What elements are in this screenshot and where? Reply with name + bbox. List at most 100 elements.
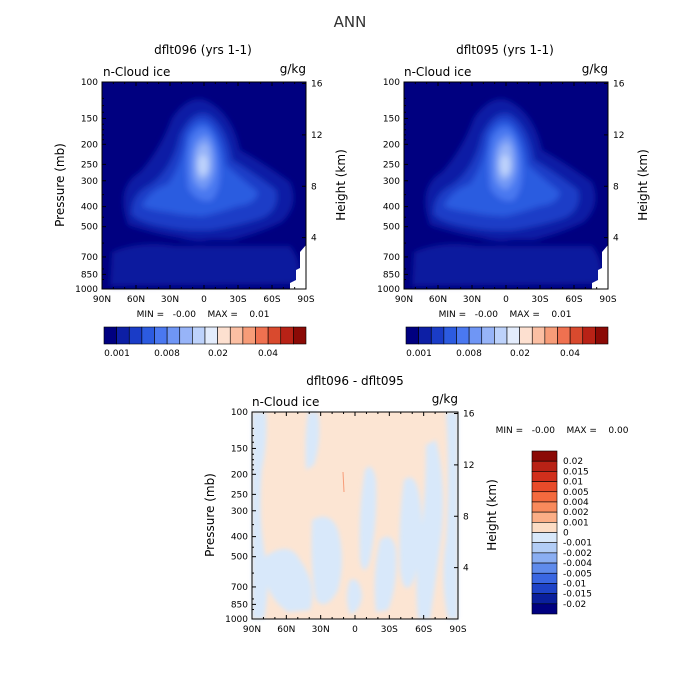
y-tick-label: 850 (81, 270, 98, 280)
y-tick-label: 400 (231, 533, 248, 543)
y-tick-label: 250 (81, 160, 98, 170)
colorbar-label: -0.001 (563, 539, 592, 549)
contour-field (102, 82, 306, 289)
colorbar-swatch (179, 326, 193, 345)
x-tick-label: 30S (531, 295, 548, 305)
colorbar-swatch (531, 511, 558, 523)
contour-line (342, 471, 345, 493)
y-tick-label: 100 (231, 408, 248, 418)
colorbar-swatch (531, 491, 558, 503)
y-tick-label: 250 (383, 160, 400, 170)
y-tick-label: 1000 (377, 285, 400, 295)
colorbar-swatch (557, 326, 571, 345)
colorbar-swatch (267, 326, 282, 345)
x-tick-label: 90N (243, 625, 261, 635)
colorbar-label: 0.002 (563, 508, 589, 518)
x-tick-label: 30S (229, 295, 246, 305)
colorbar-swatch (405, 326, 419, 345)
negative-region (252, 412, 268, 619)
height-tick-label: 12 (613, 131, 624, 141)
colorbar-label: 0 (563, 529, 569, 539)
x-tick-label: 90N (395, 295, 413, 305)
units-label: g/kg (280, 62, 306, 76)
height-tick-label: 4 (311, 234, 317, 244)
colorbar-swatch (430, 326, 445, 345)
colorbar-label: 0.008 (456, 349, 482, 359)
main-title: ANN (334, 13, 367, 31)
y-axis-title: Pressure (mb) (53, 143, 67, 227)
colorbar-label: -0.015 (563, 590, 592, 600)
colorbar-swatch (242, 326, 256, 345)
x-tick-label: 30N (161, 295, 179, 305)
y-tick-label: 700 (231, 583, 248, 593)
height-tick-label: 8 (311, 182, 317, 192)
colorbar-label: -0.02 (563, 600, 586, 610)
colorbar-swatch (204, 326, 218, 345)
colorbar-swatch (531, 460, 558, 472)
y-tick-label: 150 (231, 444, 248, 454)
y-tick-label: 100 (81, 78, 98, 88)
contour-field (252, 412, 458, 619)
y-tick-label: 500 (81, 223, 98, 233)
colorbar-label: 0.001 (104, 349, 130, 359)
y-tick-label: 700 (383, 253, 400, 263)
x-tick-label: 0 (503, 295, 509, 305)
y-tick-label: 300 (383, 177, 400, 187)
colorbar-label: 0.008 (154, 349, 180, 359)
colorbar-swatch (531, 562, 558, 574)
height-tick-label: 8 (613, 182, 619, 192)
x-tick-label: 60S (565, 295, 582, 305)
height-tick-label: 8 (463, 512, 469, 522)
y-tick-label: 500 (231, 553, 248, 563)
y-tick-label: 1000 (225, 615, 248, 625)
stats-label: MIN = -0.00 MAX = 0.01 (439, 310, 572, 320)
x-tick-label: 0 (352, 625, 358, 635)
colorbar-swatch (217, 326, 231, 345)
y-axis-title: Pressure (mb) (203, 473, 217, 557)
panel-title: dflt096 - dflt095 (306, 374, 404, 388)
colorbar-swatch (531, 583, 558, 594)
stats-label: MIN = -0.00 MAX = 0.01 (137, 310, 270, 320)
colorbar-swatch (531, 552, 558, 564)
colorbar-label: -0.002 (563, 549, 592, 559)
colorbar-label: 0.004 (563, 498, 589, 508)
panel-dflt096: dflt096 (yrs 1-1) n-Cloud ice g/kg Press… (53, 43, 348, 359)
colorbar-label: 0.02 (510, 349, 530, 359)
colorbar-swatch (166, 326, 181, 345)
colorbar-swatch (595, 326, 609, 345)
colorbar-label: 0.001 (406, 349, 432, 359)
colorbar-swatch (531, 593, 558, 605)
colorbar (531, 450, 558, 615)
x-tick-label: 60N (127, 295, 145, 305)
x-tick-label: 30S (381, 625, 398, 635)
colorbar (405, 326, 609, 345)
colorbar-label: 0.005 (563, 488, 589, 498)
y-tick-label: 300 (231, 507, 248, 517)
colorbar-swatch (531, 603, 558, 615)
colorbar-swatch (506, 326, 520, 345)
variable-label: n-Cloud ice (404, 65, 471, 79)
panel-title: dflt096 (yrs 1-1) (154, 43, 252, 57)
y-tick-label: 400 (81, 203, 98, 213)
colorbar-swatch (154, 326, 168, 345)
colorbar-swatch (531, 522, 558, 533)
y-tick-label: 400 (383, 203, 400, 213)
colorbar-label: 0.04 (560, 349, 580, 359)
colorbar-label: -0.004 (563, 559, 592, 569)
colorbar-swatch (456, 326, 470, 345)
colorbar-swatch (531, 532, 558, 543)
variable-label: n-Cloud ice (252, 395, 319, 409)
x-tick-label: 60S (415, 625, 432, 635)
y-tick-label: 150 (383, 114, 400, 124)
y-tick-label: 1000 (75, 285, 98, 295)
height-tick-label: 12 (311, 131, 322, 141)
colorbar-swatch (569, 326, 584, 345)
negative-region (311, 516, 342, 605)
colorbar-swatch (255, 326, 269, 345)
colorbar-swatch (531, 501, 558, 513)
colorbar-swatch (418, 326, 432, 345)
panel-title: dflt095 (yrs 1-1) (456, 43, 554, 57)
colorbar-swatch (582, 326, 596, 345)
